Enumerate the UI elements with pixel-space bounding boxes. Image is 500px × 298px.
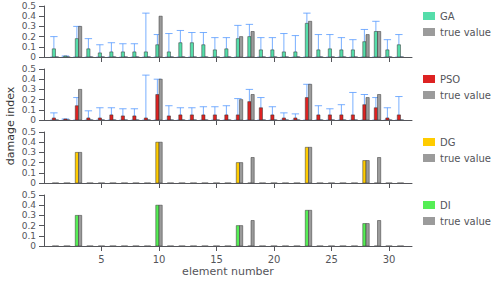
svg-text:0.3: 0.3 <box>22 147 36 157</box>
svg-text:true value: true value <box>440 216 491 227</box>
svg-text:0.4: 0.4 <box>22 200 37 210</box>
svg-text:0.3: 0.3 <box>22 210 36 220</box>
svg-text:0: 0 <box>30 241 36 251</box>
svg-text:0.3: 0.3 <box>22 84 36 94</box>
svg-text:damage index: damage index <box>4 86 17 165</box>
svg-text:15: 15 <box>210 254 223 265</box>
svg-text:element number: element number <box>182 265 274 278</box>
svg-text:0.1: 0.1 <box>22 168 36 178</box>
svg-text:0.5: 0.5 <box>22 127 36 137</box>
svg-text:0.4: 0.4 <box>22 74 37 84</box>
svg-text:25: 25 <box>325 254 338 265</box>
svg-text:0.1: 0.1 <box>22 231 36 241</box>
svg-text:0: 0 <box>30 178 36 188</box>
svg-text:0.2: 0.2 <box>22 158 36 168</box>
svg-text:0.2: 0.2 <box>22 95 36 105</box>
svg-text:0: 0 <box>30 115 36 125</box>
svg-text:30: 30 <box>383 254 396 265</box>
svg-text:true value: true value <box>440 153 491 164</box>
svg-text:true value: true value <box>440 90 491 101</box>
svg-text:0.5: 0.5 <box>22 64 36 74</box>
svg-text:0.4: 0.4 <box>22 137 37 147</box>
svg-text:0.5: 0.5 <box>22 190 36 200</box>
svg-text:0.2: 0.2 <box>22 221 36 231</box>
svg-text:0.1: 0.1 <box>22 42 36 52</box>
svg-text:0.3: 0.3 <box>22 21 36 31</box>
svg-text:0.1: 0.1 <box>22 105 36 115</box>
svg-text:DI: DI <box>440 200 451 211</box>
svg-text:DG: DG <box>440 137 455 148</box>
svg-text:10: 10 <box>153 254 166 265</box>
svg-text:5: 5 <box>98 254 104 265</box>
svg-text:true value: true value <box>440 27 491 38</box>
svg-text:0.4: 0.4 <box>22 11 37 21</box>
svg-text:0: 0 <box>30 52 36 62</box>
svg-text:0.2: 0.2 <box>22 32 36 42</box>
svg-text:GA: GA <box>440 11 455 22</box>
svg-text:0.5: 0.5 <box>22 1 36 11</box>
svg-text:PSO: PSO <box>440 74 460 85</box>
svg-text:20: 20 <box>268 254 281 265</box>
